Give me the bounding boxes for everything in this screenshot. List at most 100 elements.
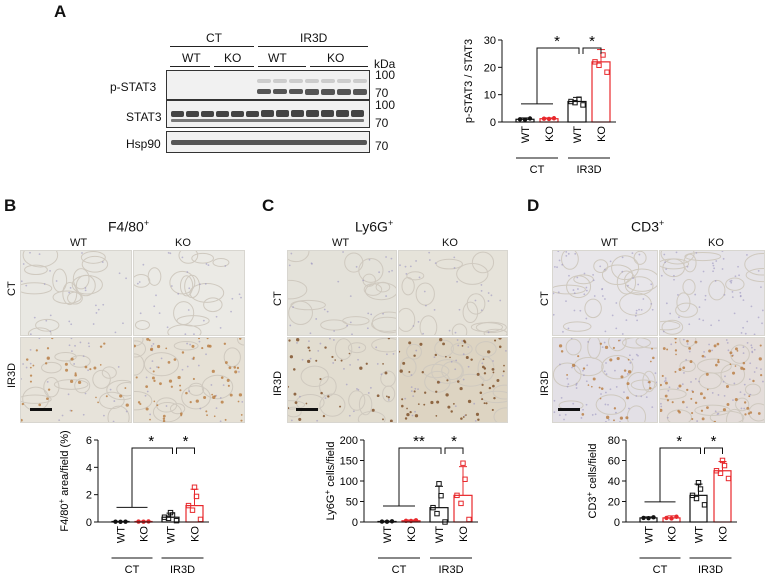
stain-dot	[590, 385, 593, 388]
stain-dot	[137, 401, 141, 404]
nucleus-dot	[703, 350, 705, 353]
stain-dot	[103, 342, 106, 345]
data-point	[689, 492, 696, 499]
histo-texture	[399, 338, 507, 422]
nucleus-dot	[81, 252, 83, 254]
stain-dot	[97, 401, 99, 404]
nucleus-dot	[690, 381, 692, 383]
nucleus-dot	[145, 376, 148, 379]
y-tick-label: 4	[86, 462, 92, 474]
nucleus-dot	[672, 274, 675, 277]
tubule-outline	[624, 276, 654, 296]
nucleus-dot	[61, 414, 64, 417]
tubule-outline	[709, 410, 745, 422]
stain-dot	[701, 354, 705, 358]
nucleus-dot	[585, 289, 588, 292]
ylabel-rest: cells/field	[325, 442, 337, 490]
nucleus-dot	[387, 398, 390, 401]
nucleus-dot	[357, 388, 360, 391]
nucleus-dot	[635, 395, 638, 397]
nucleus-dot	[570, 338, 573, 340]
nucleus-dot	[742, 299, 745, 301]
nucleus-dot	[698, 318, 701, 320]
stain-dot	[359, 366, 363, 370]
nucleus-dot	[560, 396, 563, 399]
tubule-outline	[566, 275, 592, 299]
group-label: IR3D	[438, 564, 463, 576]
tubule-outline	[290, 299, 326, 311]
nucleus-dot	[450, 360, 453, 363]
stain-dot	[470, 358, 473, 361]
nucleus-dot	[694, 378, 697, 380]
nucleus-dot	[369, 386, 372, 389]
tubule-outline	[288, 400, 306, 410]
tubule-outline	[630, 379, 657, 391]
stain-dot	[618, 339, 620, 342]
tubule-outline	[134, 340, 147, 358]
tubule-outline	[288, 300, 313, 325]
stain-dot	[483, 372, 487, 375]
stain-dot	[165, 347, 168, 350]
data-point	[693, 495, 700, 502]
histo-texture	[553, 338, 657, 422]
nucleus-dot	[399, 264, 401, 267]
nucleus-dot	[695, 251, 698, 254]
nucleus-dot	[215, 407, 218, 410]
tubule-outline	[626, 372, 651, 397]
tubule-outline	[573, 356, 604, 377]
stain-dot	[331, 355, 334, 359]
stain-dot	[29, 366, 32, 369]
stain-dot	[678, 384, 682, 388]
stain-dot	[201, 346, 204, 350]
stain-dot	[238, 393, 243, 397]
nucleus-dot	[25, 366, 28, 369]
nucleus-dot	[668, 386, 671, 389]
blot-genotype-1: WT	[182, 51, 201, 65]
nucleus-dot	[122, 322, 124, 325]
stain-dot	[690, 397, 693, 400]
ylabel-sup: +	[585, 491, 594, 496]
stain-dot	[651, 347, 653, 350]
nucleus-dot	[605, 420, 607, 422]
tubule-outline	[682, 278, 696, 295]
stain-dot	[38, 403, 42, 407]
nucleus-dot	[704, 356, 706, 358]
nucleus-dot	[760, 368, 762, 371]
blot-line-4	[310, 66, 368, 67]
nucleus-dot	[487, 300, 490, 302]
tubule-outline	[561, 251, 579, 270]
stain-dot	[476, 372, 480, 376]
scale-bar-c	[296, 408, 318, 411]
stain-dot	[157, 366, 160, 369]
x-tick-label: WT	[166, 526, 178, 543]
tubule-outline	[624, 268, 657, 292]
sig-star: *	[711, 433, 717, 450]
nucleus-dot	[635, 312, 638, 315]
nucleus-dot	[724, 375, 726, 378]
nucleus-dot	[734, 275, 737, 278]
row-ct-d: CT	[539, 291, 551, 306]
nucleus-dot	[189, 343, 192, 346]
nucleus-dot	[139, 312, 142, 315]
nucleus-dot	[591, 414, 594, 416]
stain-dot	[77, 380, 82, 385]
nucleus-dot	[739, 391, 742, 394]
nucleus-dot	[715, 260, 718, 262]
sig-star: *	[554, 33, 560, 50]
tubule-outline	[155, 397, 178, 413]
blot-group-ct: CT	[206, 31, 222, 45]
tubule-outline	[169, 270, 196, 295]
stain-dot	[674, 338, 677, 340]
stain-dot	[179, 389, 182, 392]
x-tick-label: KO	[667, 526, 679, 542]
nucleus-dot	[600, 393, 602, 395]
nucleus-dot	[292, 306, 294, 308]
tubule-outline	[99, 391, 125, 410]
stain-dot	[162, 414, 166, 418]
ylabel-main: Ly6G	[325, 495, 337, 521]
tubule-outline	[419, 315, 438, 335]
stain-dot	[439, 338, 443, 342]
histo-texture	[21, 338, 131, 422]
stain-dot	[25, 358, 29, 361]
tubule-outline	[493, 407, 507, 422]
